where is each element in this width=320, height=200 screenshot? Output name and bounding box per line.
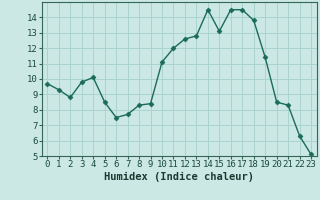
X-axis label: Humidex (Indice chaleur): Humidex (Indice chaleur) <box>104 172 254 182</box>
